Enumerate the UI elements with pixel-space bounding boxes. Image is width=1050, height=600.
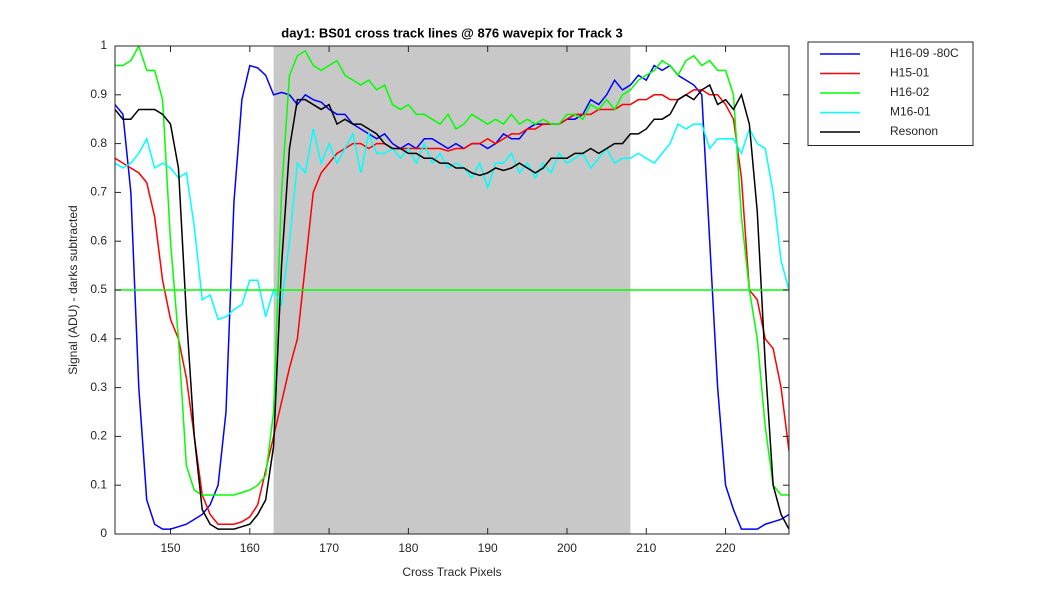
y-axis-label: Signal (ADU) - darks subtracted — [66, 205, 80, 374]
y-tick-label: 0.9 — [90, 87, 107, 101]
series-line — [115, 83, 789, 530]
y-tick-label: 0.6 — [90, 233, 107, 247]
y-tick-label: 0.2 — [90, 429, 107, 443]
y-tick-label: 0.1 — [90, 477, 107, 491]
y-tick-label: 0.4 — [90, 331, 107, 345]
legend-label: Resonon — [890, 124, 938, 138]
x-tick-label: 190 — [478, 541, 498, 555]
y-tick-label: 0.5 — [90, 282, 107, 296]
chart-title: day1: BS01 cross track lines @ 876 wavep… — [281, 25, 622, 40]
y-tick-label: 1 — [100, 38, 107, 52]
series-line — [115, 89, 789, 525]
series-line — [115, 46, 789, 496]
x-tick-label: 170 — [319, 541, 339, 555]
y-tick-label: 0.7 — [90, 185, 107, 199]
y-tick-label: 0.8 — [90, 136, 107, 150]
legend-label: H16-09 -80C — [890, 46, 959, 60]
y-tick-label: 0 — [100, 526, 107, 540]
legend-label: H16-02 — [890, 85, 930, 99]
legend-label: M16-01 — [890, 105, 931, 119]
x-axis-label: Cross Track Pixels — [402, 565, 501, 579]
x-tick-label: 200 — [557, 541, 577, 555]
y-tick-label: 0.3 — [90, 380, 107, 394]
legend-label: H15-01 — [890, 66, 930, 80]
x-tick-label: 150 — [160, 541, 180, 555]
x-tick-label: 180 — [398, 541, 418, 555]
x-tick-label: 210 — [636, 541, 656, 555]
x-tick-label: 160 — [240, 541, 260, 555]
x-tick-label: 220 — [716, 541, 736, 555]
